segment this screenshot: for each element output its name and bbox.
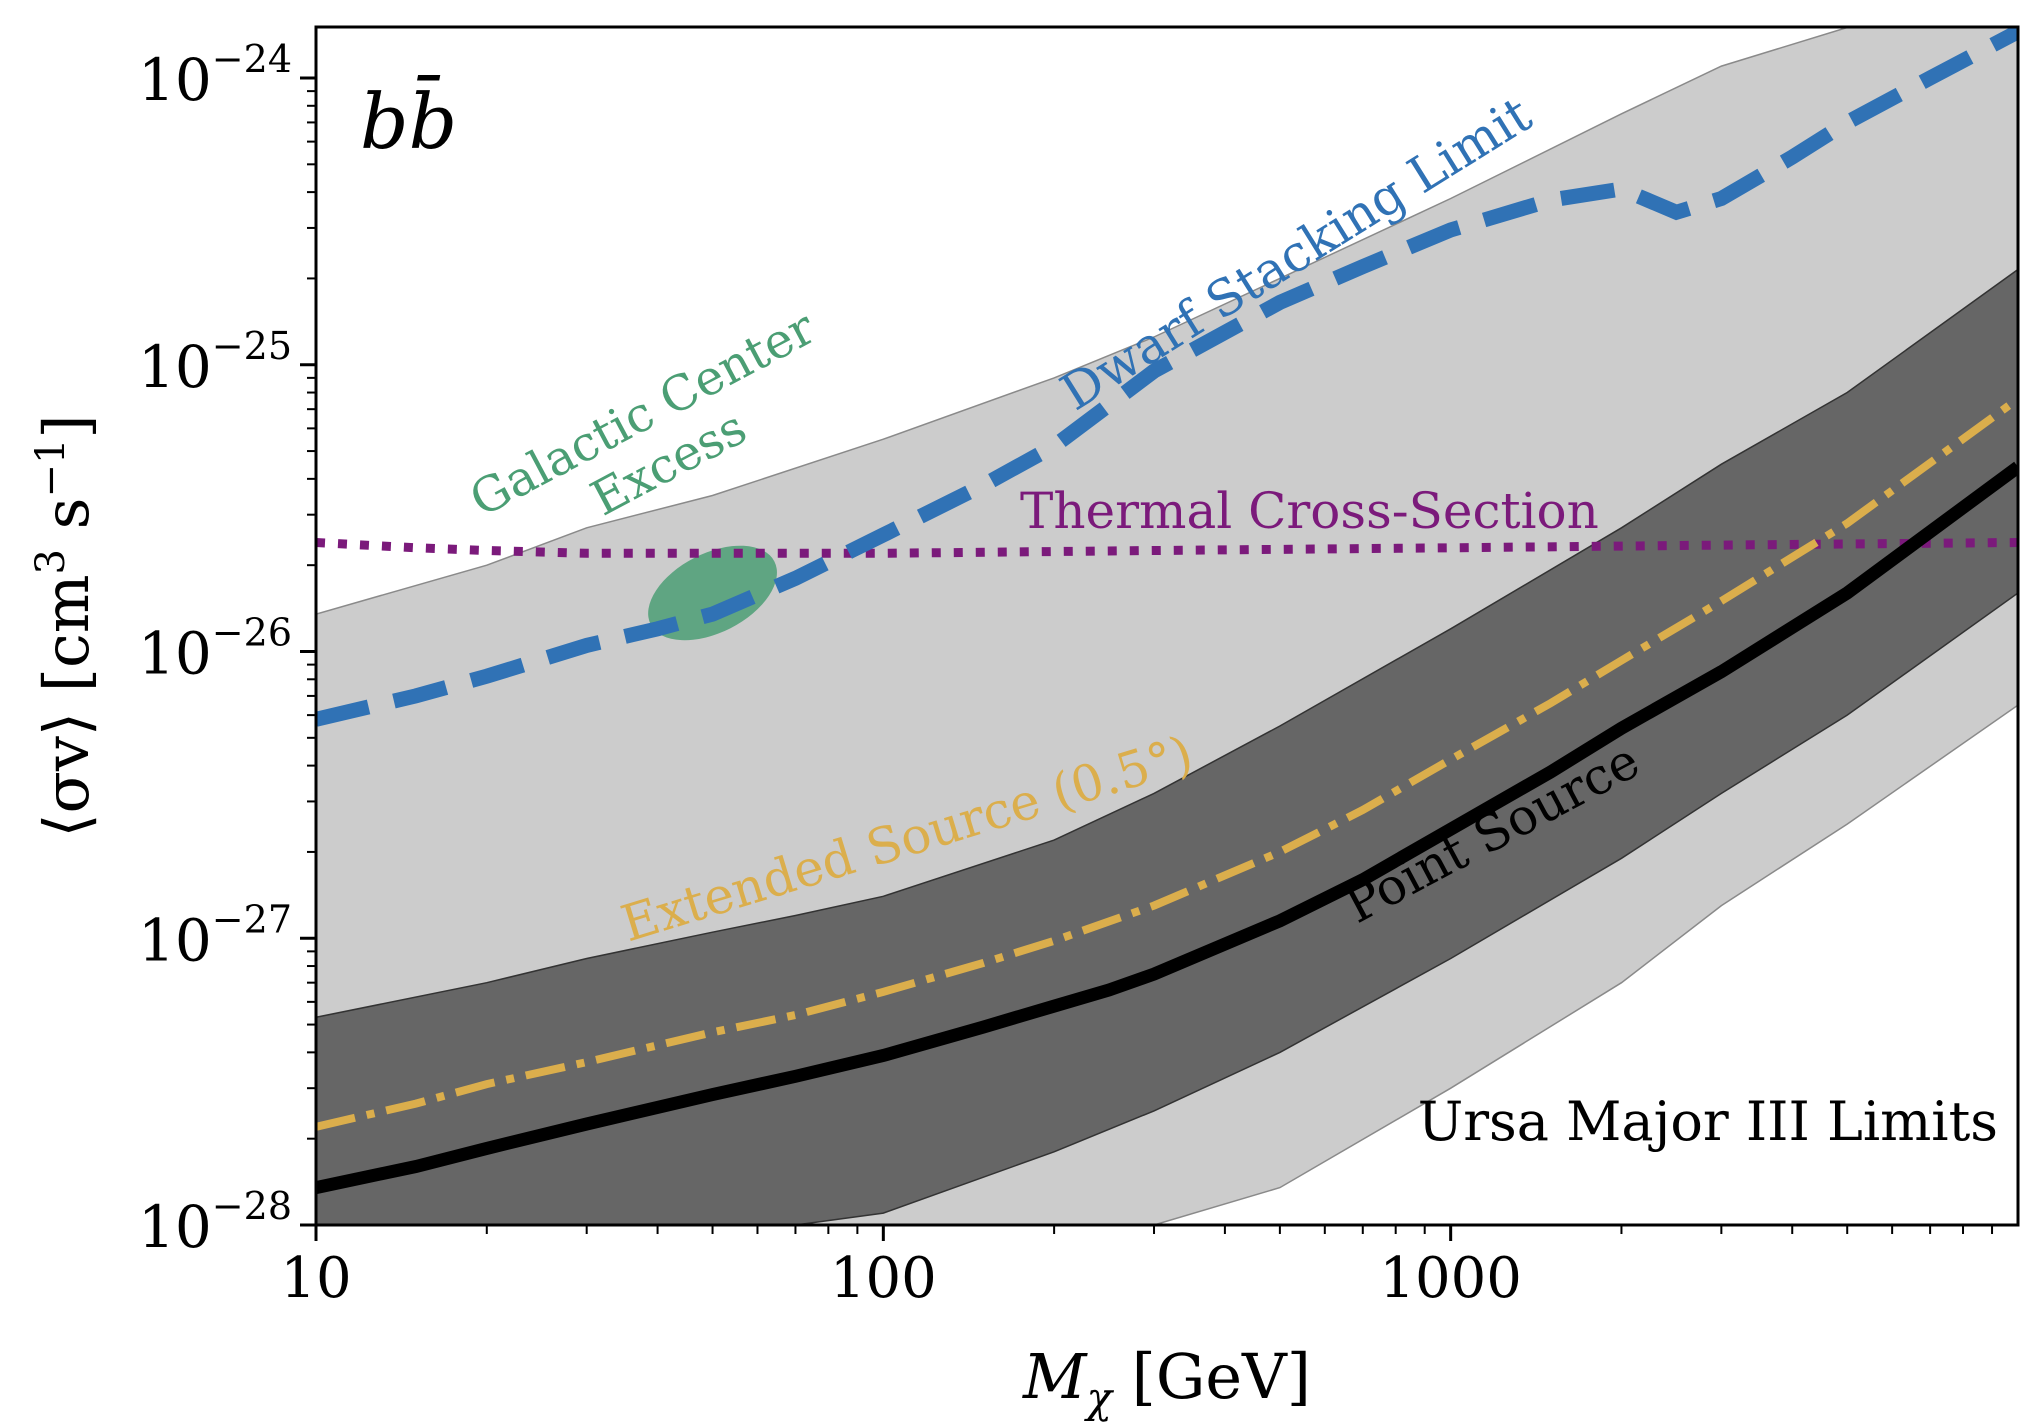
ursa-annotation: Ursa Major III Limits xyxy=(1418,1090,1998,1153)
y-tick-label: 10−28 xyxy=(138,1184,292,1261)
y-tick-label: 10−26 xyxy=(138,611,292,688)
x-tick-label: 10 xyxy=(280,1246,351,1311)
dwarf-stacking-limit-line xyxy=(316,27,2018,727)
x-axis-label: Mχ [GeV] xyxy=(1022,1340,1311,1422)
plot-area xyxy=(316,27,2018,1225)
y-tick-label: 10−24 xyxy=(138,37,292,114)
thermal-annotation: Thermal Cross-Section xyxy=(1020,482,1599,540)
y-tick-labels: 10−28 10−27 10−26 10−25 10−24 xyxy=(138,37,292,1261)
point-source-line xyxy=(316,461,2018,1194)
inner-band xyxy=(316,268,2018,1225)
y-axis-label: ⟨σv⟩ [cm3 s−1] xyxy=(28,414,103,837)
extended-source-line xyxy=(316,395,2018,1131)
thermal-cross-section-line xyxy=(316,538,2018,558)
galactic-center-excess-region xyxy=(648,545,777,641)
y-tick-label: 10−25 xyxy=(138,324,292,401)
channel-label: bb̄ xyxy=(360,74,457,166)
plot-frame xyxy=(314,25,2020,1227)
x-tick-label: 1000 xyxy=(1379,1246,1522,1311)
y-tick-label: 10−27 xyxy=(138,897,292,974)
x-tick-labels: 10 100 1000 xyxy=(280,1246,1522,1311)
x-tick-label: 100 xyxy=(830,1246,937,1311)
